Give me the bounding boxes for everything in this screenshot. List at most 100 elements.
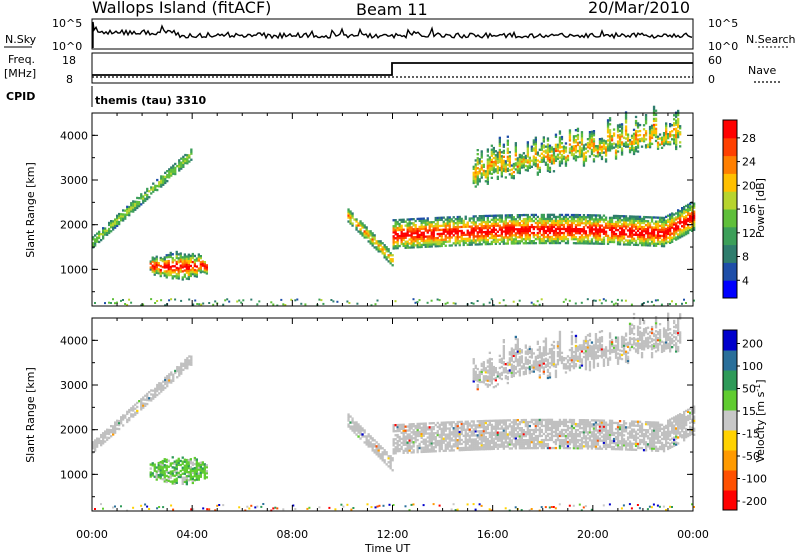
- echo-cell: [442, 216, 445, 219]
- echo-cell: [624, 217, 628, 220]
- echo-cell: [648, 144, 652, 147]
- echo-cell: [158, 384, 161, 387]
- echo-cell: [92, 236, 95, 239]
- echo-cell: [506, 159, 509, 163]
- echo-cell: [614, 155, 618, 158]
- echo-cell: [500, 431, 503, 434]
- echo-cell: [528, 166, 531, 170]
- echo-cell: [530, 418, 533, 422]
- echo-cell: [126, 211, 129, 215]
- echo-cell: [580, 133, 584, 136]
- echo-cell: [394, 434, 397, 437]
- echo-cell: [693, 214, 696, 217]
- echo-cell: [400, 445, 403, 449]
- echo-cell: [648, 244, 652, 247]
- echo-cell: [564, 438, 568, 442]
- echo-cell: [510, 216, 513, 219]
- echo-cell: [558, 225, 562, 229]
- echo-cell: [554, 446, 558, 450]
- echo-cell: [506, 236, 509, 239]
- echo-cell: [648, 136, 652, 139]
- echo-cell: [580, 137, 584, 140]
- echo-cell: [456, 232, 459, 235]
- echo-cell: [392, 450, 395, 453]
- echo-cell: [422, 446, 425, 449]
- echo-cell: [675, 232, 678, 235]
- echo-cell: [646, 220, 650, 223]
- echo-cell: [524, 443, 527, 446]
- echo-cell: [185, 481, 188, 484]
- echo-cell: [351, 427, 354, 430]
- echo-cell: [558, 440, 562, 444]
- echo-cell: [683, 205, 686, 209]
- echo-cell: [420, 430, 423, 434]
- echo-cell: [444, 244, 447, 247]
- echo-cell: [560, 135, 564, 139]
- echo-cell: [576, 230, 580, 233]
- echo-cell: [438, 234, 441, 238]
- echo-cell: [177, 273, 180, 276]
- echo-cell: [630, 221, 634, 224]
- echo-cell: [193, 473, 196, 476]
- echo-cell: [167, 270, 170, 273]
- echo-cell: [504, 164, 507, 167]
- echo-cell: [185, 460, 188, 464]
- echo-cell: [636, 227, 640, 231]
- echo-cell: [642, 238, 646, 241]
- noise-sky-label: N.Sky: [5, 33, 37, 46]
- echo-cell: [502, 433, 505, 436]
- echo-cell: [172, 170, 175, 173]
- echo-cell: [677, 237, 680, 240]
- echo-cell: [630, 241, 634, 244]
- echo-cell: [492, 156, 495, 160]
- echo-cell: [140, 398, 143, 401]
- echo-cell: [396, 423, 399, 427]
- echo-cell: [92, 441, 95, 444]
- echo-cell: [516, 216, 519, 219]
- echo-cell: [402, 441, 405, 445]
- echo-cell: [408, 449, 411, 452]
- echo-cell: [590, 140, 594, 144]
- echo-cell: [642, 138, 646, 141]
- echo-cell: [416, 430, 419, 434]
- echo-cell: [454, 429, 457, 432]
- echo-cell: [624, 233, 628, 236]
- echo-cell: [524, 230, 527, 233]
- echo-cell: [165, 274, 168, 277]
- echo-cell: [171, 277, 174, 280]
- echo-cell: [383, 252, 386, 255]
- echo-cell: [560, 432, 564, 436]
- echo-cell: [576, 137, 580, 141]
- echo-cell: [665, 126, 668, 129]
- echo-cell: [526, 215, 529, 219]
- echo-cell: [478, 426, 481, 429]
- echo-cell: [181, 262, 184, 265]
- echo-cell: [460, 442, 463, 446]
- echo-cell: [554, 428, 558, 432]
- echo-cell: [508, 173, 511, 176]
- echo-cell: [173, 462, 176, 465]
- echo-cell: [504, 429, 507, 432]
- echo-cell: [132, 210, 135, 213]
- echo-cell: [544, 420, 548, 424]
- echo-cell: [488, 162, 491, 165]
- echo-cell: [667, 224, 670, 228]
- echo-cell: [667, 214, 670, 217]
- echo-cell: [532, 440, 535, 444]
- echo-cell: [171, 271, 174, 274]
- echo-cell: [636, 150, 640, 153]
- echo-cell: [375, 246, 378, 249]
- echo-cell: [528, 219, 531, 223]
- echo-cell: [548, 217, 552, 221]
- echo-cell: [532, 442, 535, 446]
- echo-cell: [159, 469, 162, 472]
- echo-cell: [512, 162, 515, 166]
- echo-cell: [556, 147, 560, 150]
- echo-cell: [683, 222, 686, 225]
- echo-cell: [351, 222, 354, 225]
- echo-cell: [462, 426, 465, 430]
- echo-cell: [396, 436, 399, 439]
- echo-cell: [182, 368, 185, 372]
- echo-cell: [558, 144, 562, 147]
- echo-cell: [638, 237, 642, 241]
